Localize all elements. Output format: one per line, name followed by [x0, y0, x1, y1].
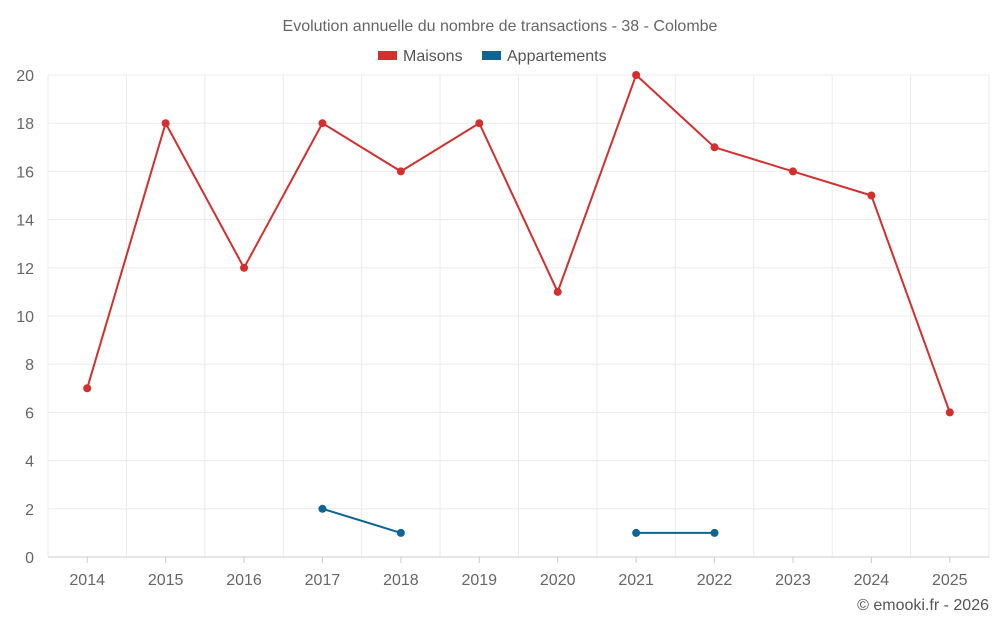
- y-tick-label: 8: [25, 357, 34, 374]
- legend-label: Appartements: [507, 48, 607, 65]
- legend: Maisons Appartements: [378, 48, 607, 65]
- data-point: [240, 263, 249, 272]
- y-tick-label: 2: [25, 502, 34, 519]
- data-point: [318, 504, 327, 513]
- data-point: [396, 528, 405, 537]
- x-tick-label: 2017: [305, 572, 341, 589]
- series-layer: [83, 71, 954, 537]
- series-appartements: [318, 504, 719, 537]
- legend-swatch: [482, 51, 501, 60]
- legend-label: Maisons: [403, 48, 463, 65]
- x-tick-label: 2019: [461, 572, 497, 589]
- x-tick-label: 2024: [854, 572, 890, 589]
- x-tick-label: 2014: [69, 572, 105, 589]
- data-point: [475, 119, 484, 128]
- x-axis: 2014 2015 2016 2017 2018 2019 2020 2021 2022 2023…: [48, 556, 989, 589]
- data-point: [396, 167, 405, 176]
- y-tick-label: 20: [16, 68, 34, 85]
- data-point: [710, 528, 719, 537]
- y-tick-label: 6: [25, 405, 34, 422]
- data-point: [867, 191, 876, 200]
- y-axis: 0 2 4 6 8 10 12 14 16 18 20: [16, 68, 34, 567]
- y-tick-label: 10: [16, 309, 34, 326]
- y-tick-label: 14: [16, 213, 34, 230]
- x-tick-label: 2021: [618, 572, 654, 589]
- data-point: [945, 408, 954, 417]
- y-tick-label: 12: [16, 261, 34, 278]
- x-tick-label: 2023: [775, 572, 811, 589]
- data-point: [161, 119, 170, 128]
- x-tick-label: 2022: [697, 572, 733, 589]
- y-tick-label: 4: [25, 454, 34, 471]
- legend-swatch: [378, 51, 397, 60]
- chart-title: Evolution annuelle du nombre de transact…: [283, 18, 718, 35]
- series-line: [86, 74, 951, 413]
- x-tick-label: 2016: [226, 572, 262, 589]
- y-tick-label: 0: [25, 550, 34, 567]
- credit-text: © emooki.fr - 2026: [857, 597, 989, 614]
- x-tick-label: 2020: [540, 572, 576, 589]
- grid: [47, 74, 990, 558]
- y-tick-label: 16: [16, 164, 34, 181]
- data-point: [788, 167, 797, 176]
- x-tick-label: 2015: [148, 572, 184, 589]
- data-point: [632, 528, 641, 537]
- y-tick-label: 18: [16, 116, 34, 133]
- data-point: [632, 71, 641, 79]
- data-point: [553, 287, 562, 296]
- data-point: [83, 384, 92, 393]
- data-point: [710, 143, 719, 152]
- x-tick-label: 2025: [932, 572, 968, 589]
- series-line: [322, 507, 402, 534]
- x-tick-label: 2018: [383, 572, 419, 589]
- series-maisons: [83, 71, 954, 417]
- data-point: [318, 119, 327, 128]
